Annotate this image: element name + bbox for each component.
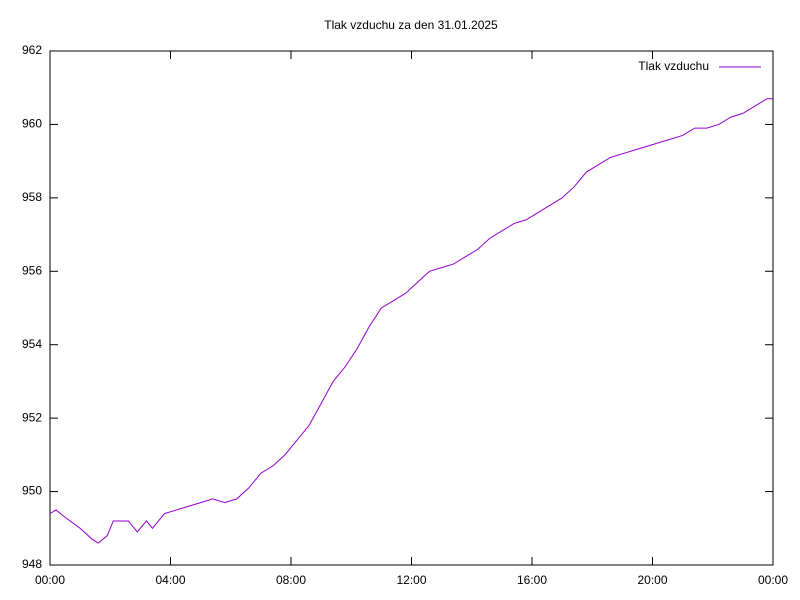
y-tick-label: 950 [22,484,42,498]
x-tick-label: 04:00 [155,573,185,587]
x-tick-label: 00:00 [758,573,788,587]
chart-title: Tlak vzduchu za den 31.01.2025 [324,18,498,32]
y-tick-label: 956 [22,263,42,277]
y-tick-label: 958 [22,190,42,204]
plot-border [49,50,774,566]
y-tick-label: 960 [22,117,42,131]
y-tick-label: 962 [22,43,42,57]
legend-label: Tlak vzduchu [638,59,709,73]
x-tick-label: 20:00 [637,573,667,587]
y-tick-label: 948 [22,557,42,571]
x-tick-label: 00:00 [35,573,65,587]
data-line [49,98,773,544]
x-tick-label: 12:00 [396,573,426,587]
y-tick-label: 954 [22,337,42,351]
x-tick-label: 08:00 [276,573,306,587]
x-tick-label: 16:00 [517,573,547,587]
y-tick-label: 952 [22,410,42,424]
